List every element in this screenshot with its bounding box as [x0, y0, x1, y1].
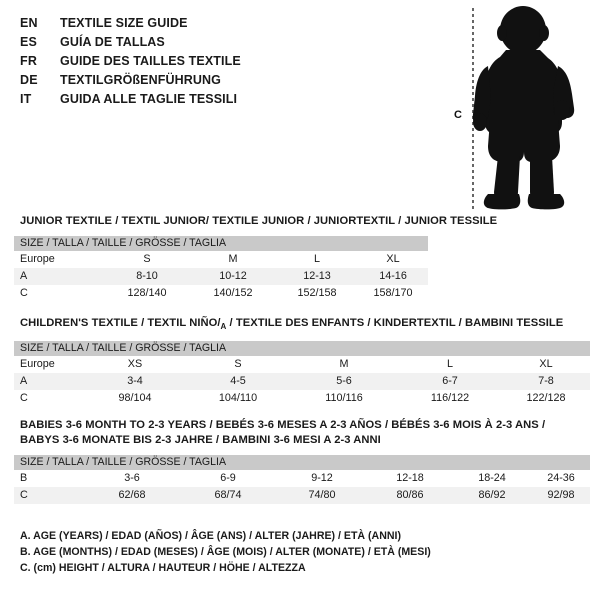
section-babies-textile: BABIES 3-6 MONTH TO 2-3 YEARS / BEBÉS 3-… [14, 418, 590, 504]
cell: 12-13 [276, 268, 358, 285]
cell: 92/98 [532, 487, 590, 504]
language-row: DE TEXTILGRÖßENFÜHRUNG [20, 71, 440, 90]
toddler-silhouette-icon [472, 6, 575, 212]
cell: XL [502, 356, 591, 374]
cell: 3-4 [84, 373, 186, 391]
cell: 7-8 [502, 373, 591, 391]
section-title-children-post: / TEXTILE DES ENFANTS / KINDERTEXTIL / B… [226, 317, 564, 329]
cell: 110/116 [290, 390, 398, 408]
language-title: GUÍA DE TALLAS [60, 35, 165, 49]
children-size-table: SIZE / TALLA / TAILLE / GRÖSSE / TAGLIA … [14, 341, 591, 408]
table-row: B 3-6 6-9 9-12 12-18 18-24 24-36 [14, 470, 590, 487]
cell: 18-24 [452, 470, 532, 487]
cell: M [190, 251, 276, 268]
cell: S [104, 251, 190, 268]
cell: L [398, 356, 502, 374]
cell: 158/170 [358, 285, 429, 302]
band-label: SIZE / TALLA / TAILLE / GRÖSSE / TAGLIA [14, 236, 429, 251]
table-row: A 3-4 4-5 5-6 6-7 7-8 [14, 373, 591, 391]
babies-size-table: SIZE / TALLA / TAILLE / GRÖSSE / TAGLIA … [14, 455, 590, 504]
cell: 62/68 [84, 487, 180, 504]
cell: 98/104 [84, 390, 186, 408]
language-title: TEXTILGRÖßENFÜHRUNG [60, 73, 221, 87]
table-row: Europe S M L XL [14, 251, 429, 268]
legend-block: A. AGE (YEARS) / EDAD (AÑOS) / ÂGE (ANS)… [20, 528, 470, 576]
table-band-row: SIZE / TALLA / TAILLE / GRÖSSE / TAGLIA [14, 455, 590, 470]
table-band-row: SIZE / TALLA / TAILLE / GRÖSSE / TAGLIA [14, 341, 591, 357]
language-code: IT [20, 92, 32, 106]
language-code: DE [20, 73, 38, 87]
cell: L [276, 251, 358, 268]
table-row: C 128/140 140/152 152/158 158/170 [14, 285, 429, 302]
language-title: GUIDA ALLE TAGLIE TESSILI [60, 92, 238, 106]
section-title-children-sub: A [220, 322, 227, 332]
language-code: FR [20, 54, 38, 68]
cell: 5-6 [290, 373, 398, 391]
cell: 86/92 [452, 487, 532, 504]
row-key: A [14, 373, 84, 391]
cell: 140/152 [190, 285, 276, 302]
row-key: Europe [14, 251, 104, 268]
language-row: ES GUÍA DE TALLAS [20, 33, 440, 52]
table-row: C 98/104 104/110 110/116 116/122 122/128 [14, 390, 591, 408]
table-row: Europe XS S M L XL [14, 356, 591, 374]
section-title-children-pre: CHILDREN'S TEXTILE / TEXTIL NIÑO/ [20, 317, 221, 329]
legend-line-b: B. AGE (MONTHS) / EDAD (MESES) / ÂGE (MO… [20, 546, 431, 558]
band-label: SIZE / TALLA / TAILLE / GRÖSSE / TAGLIA [14, 341, 591, 357]
cell: 6-9 [180, 470, 276, 487]
cell: 9-12 [276, 470, 368, 487]
language-code: ES [20, 35, 38, 49]
language-row: IT GUIDA ALLE TAGLIE TESSILI [20, 90, 440, 109]
section-title-children: CHILDREN'S TEXTILE / TEXTIL NIÑO/A / TEX… [20, 316, 590, 334]
language-code: EN [20, 16, 38, 30]
cell: S [186, 356, 290, 374]
cell: 10-12 [190, 268, 276, 285]
row-key: C [14, 285, 104, 302]
cell: 24-36 [532, 470, 590, 487]
cell: 68/74 [180, 487, 276, 504]
cell: 128/140 [104, 285, 190, 302]
cell: 4-5 [186, 373, 290, 391]
cell: 122/128 [502, 390, 591, 408]
row-key: B [14, 470, 84, 487]
cell: 3-6 [84, 470, 180, 487]
legend-line-a: A. AGE (YEARS) / EDAD (AÑOS) / ÂGE (ANS)… [20, 530, 401, 542]
band-label: SIZE / TALLA / TAILLE / GRÖSSE / TAGLIA [14, 455, 590, 470]
cell: XS [84, 356, 186, 374]
section-children-textile: CHILDREN'S TEXTILE / TEXTIL NIÑO/A / TEX… [14, 316, 591, 408]
toddler-body-shape [472, 6, 575, 210]
junior-size-table: SIZE / TALLA / TAILLE / GRÖSSE / TAGLIA … [14, 236, 429, 302]
row-key: C [14, 390, 84, 408]
cell: 8-10 [104, 268, 190, 285]
section-title-junior: JUNIOR TEXTILE / TEXTIL JUNIOR/ TEXTILE … [20, 215, 498, 227]
language-title-list: EN TEXTILE SIZE GUIDE ES GUÍA DE TALLAS … [20, 14, 440, 109]
table-row: C 62/68 68/74 74/80 80/86 86/92 92/98 [14, 487, 590, 504]
cell: 152/158 [276, 285, 358, 302]
legend-line-c: C. (cm) HEIGHT / ALTURA / HAUTEUR / HÖHE… [20, 562, 306, 574]
cell: M [290, 356, 398, 374]
measurement-label-c: C [454, 109, 462, 121]
section-title-babies-line1: BABIES 3-6 MONTH TO 2-3 YEARS / BEBÉS 3-… [20, 419, 546, 431]
table-row: A 8-10 10-12 12-13 14-16 [14, 268, 429, 285]
cell: 104/110 [186, 390, 290, 408]
language-row: FR GUIDE DES TAILLES TEXTILE [20, 52, 440, 71]
row-key: A [14, 268, 104, 285]
row-key: C [14, 487, 84, 504]
row-key: Europe [14, 356, 84, 374]
table-band-row: SIZE / TALLA / TAILLE / GRÖSSE / TAGLIA [14, 236, 429, 251]
cell: 80/86 [368, 487, 452, 504]
language-title: TEXTILE SIZE GUIDE [60, 16, 188, 30]
cell: 12-18 [368, 470, 452, 487]
language-row: EN TEXTILE SIZE GUIDE [20, 14, 440, 33]
language-title: GUIDE DES TAILLES TEXTILE [60, 54, 241, 68]
height-measurement-figure: C [440, 4, 598, 216]
section-junior-textile: JUNIOR TEXTILE / TEXTIL JUNIOR/ TEXTILE … [14, 214, 497, 302]
cell: 74/80 [276, 487, 368, 504]
cell: 14-16 [358, 268, 429, 285]
section-title-babies-line2: BABYS 3-6 MONATE BIS 2-3 JAHRE / BAMBINI… [20, 434, 381, 446]
cell: XL [358, 251, 429, 268]
cell: 116/122 [398, 390, 502, 408]
cell: 6-7 [398, 373, 502, 391]
